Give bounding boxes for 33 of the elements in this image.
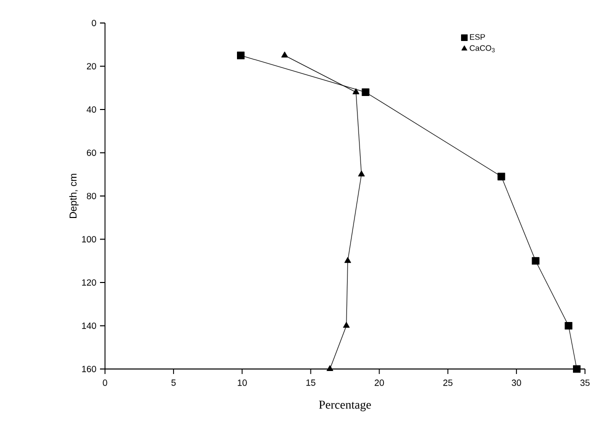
y-tick-label: 80 — [86, 192, 96, 200]
x-axis-title: Percentage — [319, 400, 371, 412]
legend-label: ESP — [470, 34, 485, 40]
point — [352, 88, 360, 94]
point — [362, 88, 370, 96]
y-tick-label: 120 — [82, 279, 96, 286]
y-tick-label: 160 — [82, 366, 96, 372]
x-tick-label: 0 — [102, 380, 108, 386]
y-tick-label: 100 — [82, 236, 96, 242]
y-tick-label: 140 — [82, 322, 96, 329]
y-tick-label: 0 — [92, 20, 96, 26]
y-axis-title: Depth, cm — [69, 174, 79, 218]
y-tick-label: 20 — [86, 63, 96, 70]
point — [358, 170, 365, 176]
x-tick-label: 5 — [171, 380, 176, 386]
x-tick-label: 30 — [512, 380, 522, 386]
x-tick-label: 20 — [374, 380, 384, 386]
point — [572, 365, 581, 373]
point — [564, 322, 572, 330]
y-tick-label: 60 — [86, 150, 96, 156]
point — [344, 257, 352, 263]
point — [343, 322, 350, 328]
x-tick-label: 10 — [238, 380, 247, 386]
x-tick-label: 15 — [306, 380, 316, 386]
x-tick-label: 35 — [580, 380, 590, 386]
point — [281, 52, 288, 58]
point — [236, 52, 245, 60]
x-tick-label: 25 — [443, 380, 452, 386]
point — [532, 257, 540, 265]
y-tick-label: 40 — [86, 106, 96, 113]
legend-label: CaCO$_{3}$ — [470, 45, 495, 52]
point — [326, 365, 334, 372]
point — [498, 172, 506, 180]
